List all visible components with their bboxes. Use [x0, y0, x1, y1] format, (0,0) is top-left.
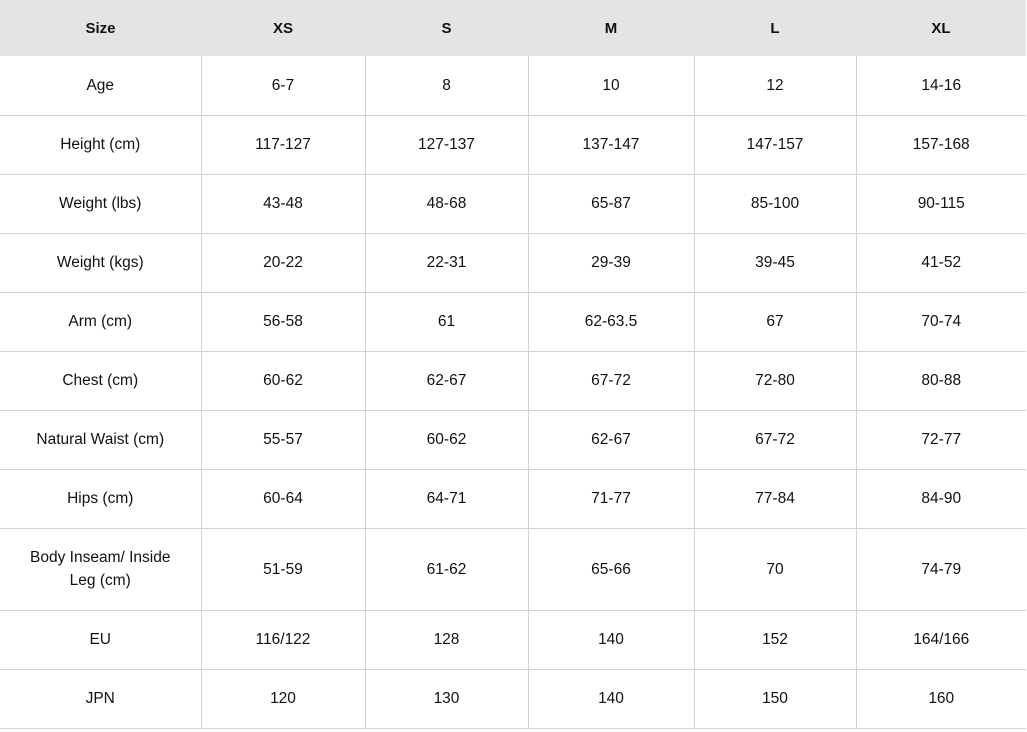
table-row: Hips (cm) 60-64 64-71 71-77 77-84 84-90: [0, 469, 1026, 529]
table-cell: 67-72: [528, 351, 695, 411]
table-row: Arm (cm) 56-58 61 62-63.5 67 70-74: [0, 292, 1026, 352]
row-label: Arm (cm): [0, 292, 202, 352]
table-cell: 71-77: [528, 469, 695, 529]
row-label: EU: [0, 610, 202, 670]
table-cell: 62-67: [365, 351, 529, 411]
row-label: Natural Waist (cm): [0, 410, 202, 470]
table-row: Chest (cm) 60-62 62-67 67-72 72-80 80-88: [0, 351, 1026, 411]
table-cell: 41-52: [856, 233, 1026, 293]
table-cell: 51-59: [201, 528, 366, 611]
table-row: JPN 120 130 140 150 160: [0, 669, 1026, 729]
table-cell: 140: [528, 610, 695, 670]
row-label: Body Inseam/ Inside Leg (cm): [0, 528, 202, 611]
table-cell: 128: [365, 610, 529, 670]
header-xs: XS: [201, 0, 365, 56]
table-cell: 74-79: [856, 528, 1026, 611]
table-cell: 120: [201, 669, 366, 729]
table-cell: 61-62: [365, 528, 529, 611]
table-cell: 85-100: [694, 174, 857, 234]
table-row: Weight (kgs) 20-22 22-31 29-39 39-45 41-52: [0, 233, 1026, 293]
table-cell: 137-147: [528, 115, 695, 175]
table-row: EU 116/122 128 140 152 164/166: [0, 610, 1026, 670]
table-cell: 39-45: [694, 233, 857, 293]
table-cell: 60-62: [365, 410, 529, 470]
table-cell: 62-63.5: [528, 292, 695, 352]
table-cell: 61: [365, 292, 529, 352]
table-cell: 8: [365, 56, 529, 116]
row-label: Weight (lbs): [0, 174, 202, 234]
table-cell: 67-72: [694, 410, 857, 470]
table-cell: 157-168: [856, 115, 1026, 175]
table-cell: 116/122: [201, 610, 366, 670]
table-cell: 29-39: [528, 233, 695, 293]
table-row: Height (cm) 117-127 127-137 137-147 147-157 1…: [0, 115, 1026, 175]
table-cell: 160: [856, 669, 1026, 729]
table-cell: 43-48: [201, 174, 366, 234]
table-cell: 67: [694, 292, 857, 352]
table-row: Weight (lbs) 43-48 48-68 65-87 85-100 90-115: [0, 174, 1026, 234]
table-cell: 12: [694, 56, 857, 116]
table-cell: 70: [694, 528, 857, 611]
table-row: Natural Waist (cm) 55-57 60-62 62-67 67-72 72…: [0, 410, 1026, 470]
table-cell: 70-74: [856, 292, 1026, 352]
table-cell: 55-57: [201, 410, 366, 470]
table-cell: 150: [694, 669, 857, 729]
table-cell: 127-137: [365, 115, 529, 175]
table-cell: 152: [694, 610, 857, 670]
table-row: Body Inseam/ Inside Leg (cm) 51-59 61-62 65…: [0, 528, 1026, 611]
row-label: Chest (cm): [0, 351, 202, 411]
table-cell: 48-68: [365, 174, 529, 234]
table-cell: 60-64: [201, 469, 366, 529]
table-cell: 62-67: [528, 410, 695, 470]
table-cell: 10: [528, 56, 695, 116]
table-cell: 65-66: [528, 528, 695, 611]
row-label: Age: [0, 56, 202, 116]
table-row: Age 6-7 8 10 12 14-16: [0, 56, 1026, 116]
row-label: Weight (kgs): [0, 233, 202, 293]
table-cell: 65-87: [528, 174, 695, 234]
header-xl: XL: [856, 0, 1026, 56]
table-cell: 90-115: [856, 174, 1026, 234]
header-s: S: [365, 0, 528, 56]
table-cell: 84-90: [856, 469, 1026, 529]
table-cell: 164/166: [856, 610, 1026, 670]
table-cell: 20-22: [201, 233, 366, 293]
table-cell: 147-157: [694, 115, 857, 175]
table-cell: 22-31: [365, 233, 529, 293]
header-l: L: [694, 0, 856, 56]
row-label: Hips (cm): [0, 469, 202, 529]
table-cell: 77-84: [694, 469, 857, 529]
table-cell: 14-16: [856, 56, 1026, 116]
table-cell: 130: [365, 669, 529, 729]
header-row: Size XS S M L XL: [0, 0, 1026, 56]
header-m: M: [528, 0, 694, 56]
table-cell: 64-71: [365, 469, 529, 529]
table-cell: 72-80: [694, 351, 857, 411]
table-cell: 72-77: [856, 410, 1026, 470]
table-cell: 140: [528, 669, 695, 729]
row-label: Height (cm): [0, 115, 202, 175]
table-cell: 80-88: [856, 351, 1026, 411]
table-cell: 6-7: [201, 56, 366, 116]
header-size: Size: [0, 0, 201, 56]
table-cell: 117-127: [201, 115, 366, 175]
row-label: JPN: [0, 669, 202, 729]
table-cell: 60-62: [201, 351, 366, 411]
table-cell: 56-58: [201, 292, 366, 352]
